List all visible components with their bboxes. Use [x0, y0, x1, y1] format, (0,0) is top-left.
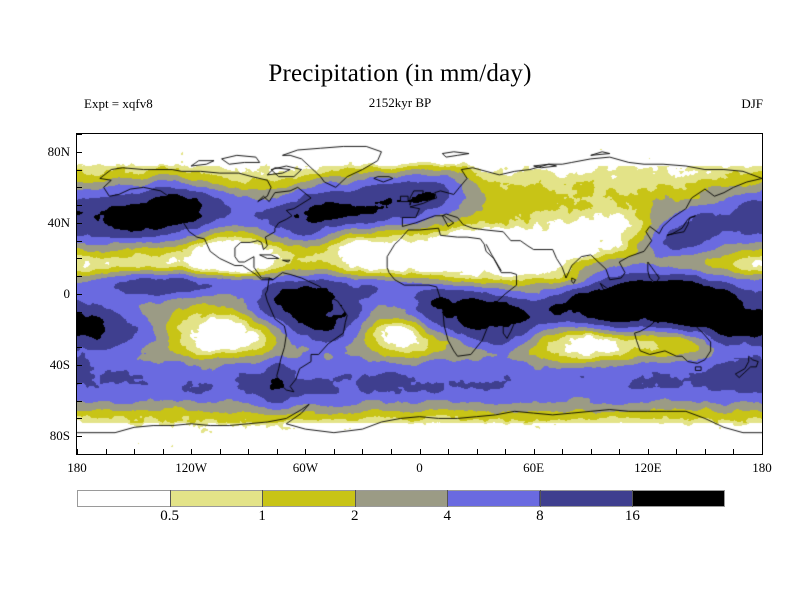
x-axis-tick — [162, 449, 164, 454]
colorbar-band — [354, 491, 448, 506]
x-axis-tick — [105, 449, 107, 454]
y-axis-label: 40N — [47, 214, 70, 230]
x-axis-tick — [390, 449, 392, 454]
x-axis-tick — [248, 449, 250, 454]
x-axis-tick — [704, 449, 706, 454]
x-axis-tick — [77, 449, 78, 454]
x-axis-tick — [448, 449, 450, 454]
colorbar-tick-label: 8 — [536, 508, 544, 524]
x-axis-tick — [619, 449, 621, 454]
y-axis-tick — [77, 134, 82, 135]
y-axis-tick — [77, 329, 82, 331]
x-axis-tick — [562, 449, 564, 454]
map-plot-area — [76, 133, 763, 455]
x-axis-tick — [533, 449, 535, 454]
y-axis-tick — [77, 347, 82, 349]
colorbar-band — [447, 491, 540, 506]
colorbar — [77, 490, 725, 507]
season-label: DJF — [741, 96, 763, 111]
y-axis-tick — [77, 205, 82, 207]
precipitation-map-canvas — [77, 134, 762, 454]
colorbar-tick-label: 4 — [443, 508, 452, 524]
colorbar-separator — [447, 490, 449, 507]
y-axis-tick — [77, 454, 82, 455]
y-axis-labels: 80N 40N 0 40S 80S — [26, 0, 70, 600]
x-axis-tick — [762, 449, 763, 454]
x-axis-label: 0 — [416, 460, 423, 475]
x-axis-tick — [476, 449, 478, 454]
x-axis-tick — [333, 449, 335, 454]
x-axis-label: 60W — [292, 460, 318, 475]
x-axis-tick — [419, 449, 421, 454]
y-axis-tick — [77, 400, 82, 402]
y-axis-tick — [77, 294, 82, 295]
colorbar-separator — [354, 490, 356, 507]
y-axis-label: 0 — [63, 286, 71, 301]
x-axis-label: 60E — [523, 460, 545, 475]
x-axis-tick — [305, 449, 307, 454]
colorbar-tick-label: 0.5 — [160, 508, 179, 524]
x-axis-label: 120W — [175, 460, 208, 475]
y-axis-tick — [77, 151, 82, 153]
y-axis-label: 80S — [49, 428, 70, 444]
y-axis-tick — [77, 365, 82, 367]
colorbar-band — [262, 491, 355, 506]
x-axis-tick — [134, 449, 136, 454]
y-axis-tick — [77, 240, 82, 242]
colorbar-band — [170, 491, 263, 506]
x-axis-label: 120E — [634, 460, 662, 475]
x-axis-label: 180 — [67, 460, 87, 475]
x-axis-tick — [505, 449, 507, 454]
colorbar-band — [631, 491, 724, 506]
x-axis-label: 180 — [752, 460, 772, 475]
y-axis-tick — [77, 258, 82, 260]
y-axis-label: 80N — [47, 143, 70, 159]
colorbar-tick-label: 2 — [350, 508, 359, 524]
y-axis-tick — [77, 169, 82, 171]
experiment-label: Expt = xqfv8 — [84, 96, 153, 111]
colorbar-tick-label: 1 — [258, 508, 266, 524]
y-axis-tick — [77, 187, 82, 189]
x-axis-tick — [590, 449, 592, 454]
colorbar-band — [539, 491, 632, 506]
colorbar-separator — [262, 490, 264, 507]
x-axis-tick — [219, 449, 221, 454]
colorbar-band — [78, 491, 171, 506]
colorbar-separator — [632, 490, 634, 507]
y-axis-tick — [77, 311, 82, 313]
chart-title: Precipitation (in mm/day) — [268, 60, 532, 87]
y-axis-tick — [77, 436, 82, 438]
y-axis-tick — [77, 418, 82, 420]
y-axis-tick — [77, 222, 82, 224]
y-axis-tick — [77, 382, 82, 384]
x-axis-tick — [276, 449, 278, 454]
chart-subtitle: 2152kyr BP — [368, 95, 432, 110]
x-axis-tick — [191, 449, 193, 454]
x-axis-tick — [676, 449, 678, 454]
colorbar-separator — [169, 490, 171, 507]
colorbar-separator — [539, 490, 541, 507]
x-axis-tick — [362, 449, 364, 454]
x-axis-tick — [733, 449, 735, 454]
y-axis-label: 40S — [49, 357, 70, 373]
colorbar-tick-label: 16 — [624, 508, 640, 524]
x-axis-tick — [647, 449, 649, 454]
y-axis-tick — [77, 276, 82, 278]
